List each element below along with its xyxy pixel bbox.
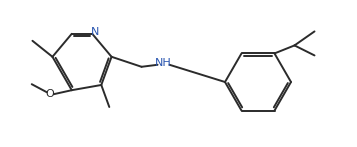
Text: N: N [91,27,100,37]
Text: O: O [45,89,54,99]
Text: NH: NH [155,58,172,68]
